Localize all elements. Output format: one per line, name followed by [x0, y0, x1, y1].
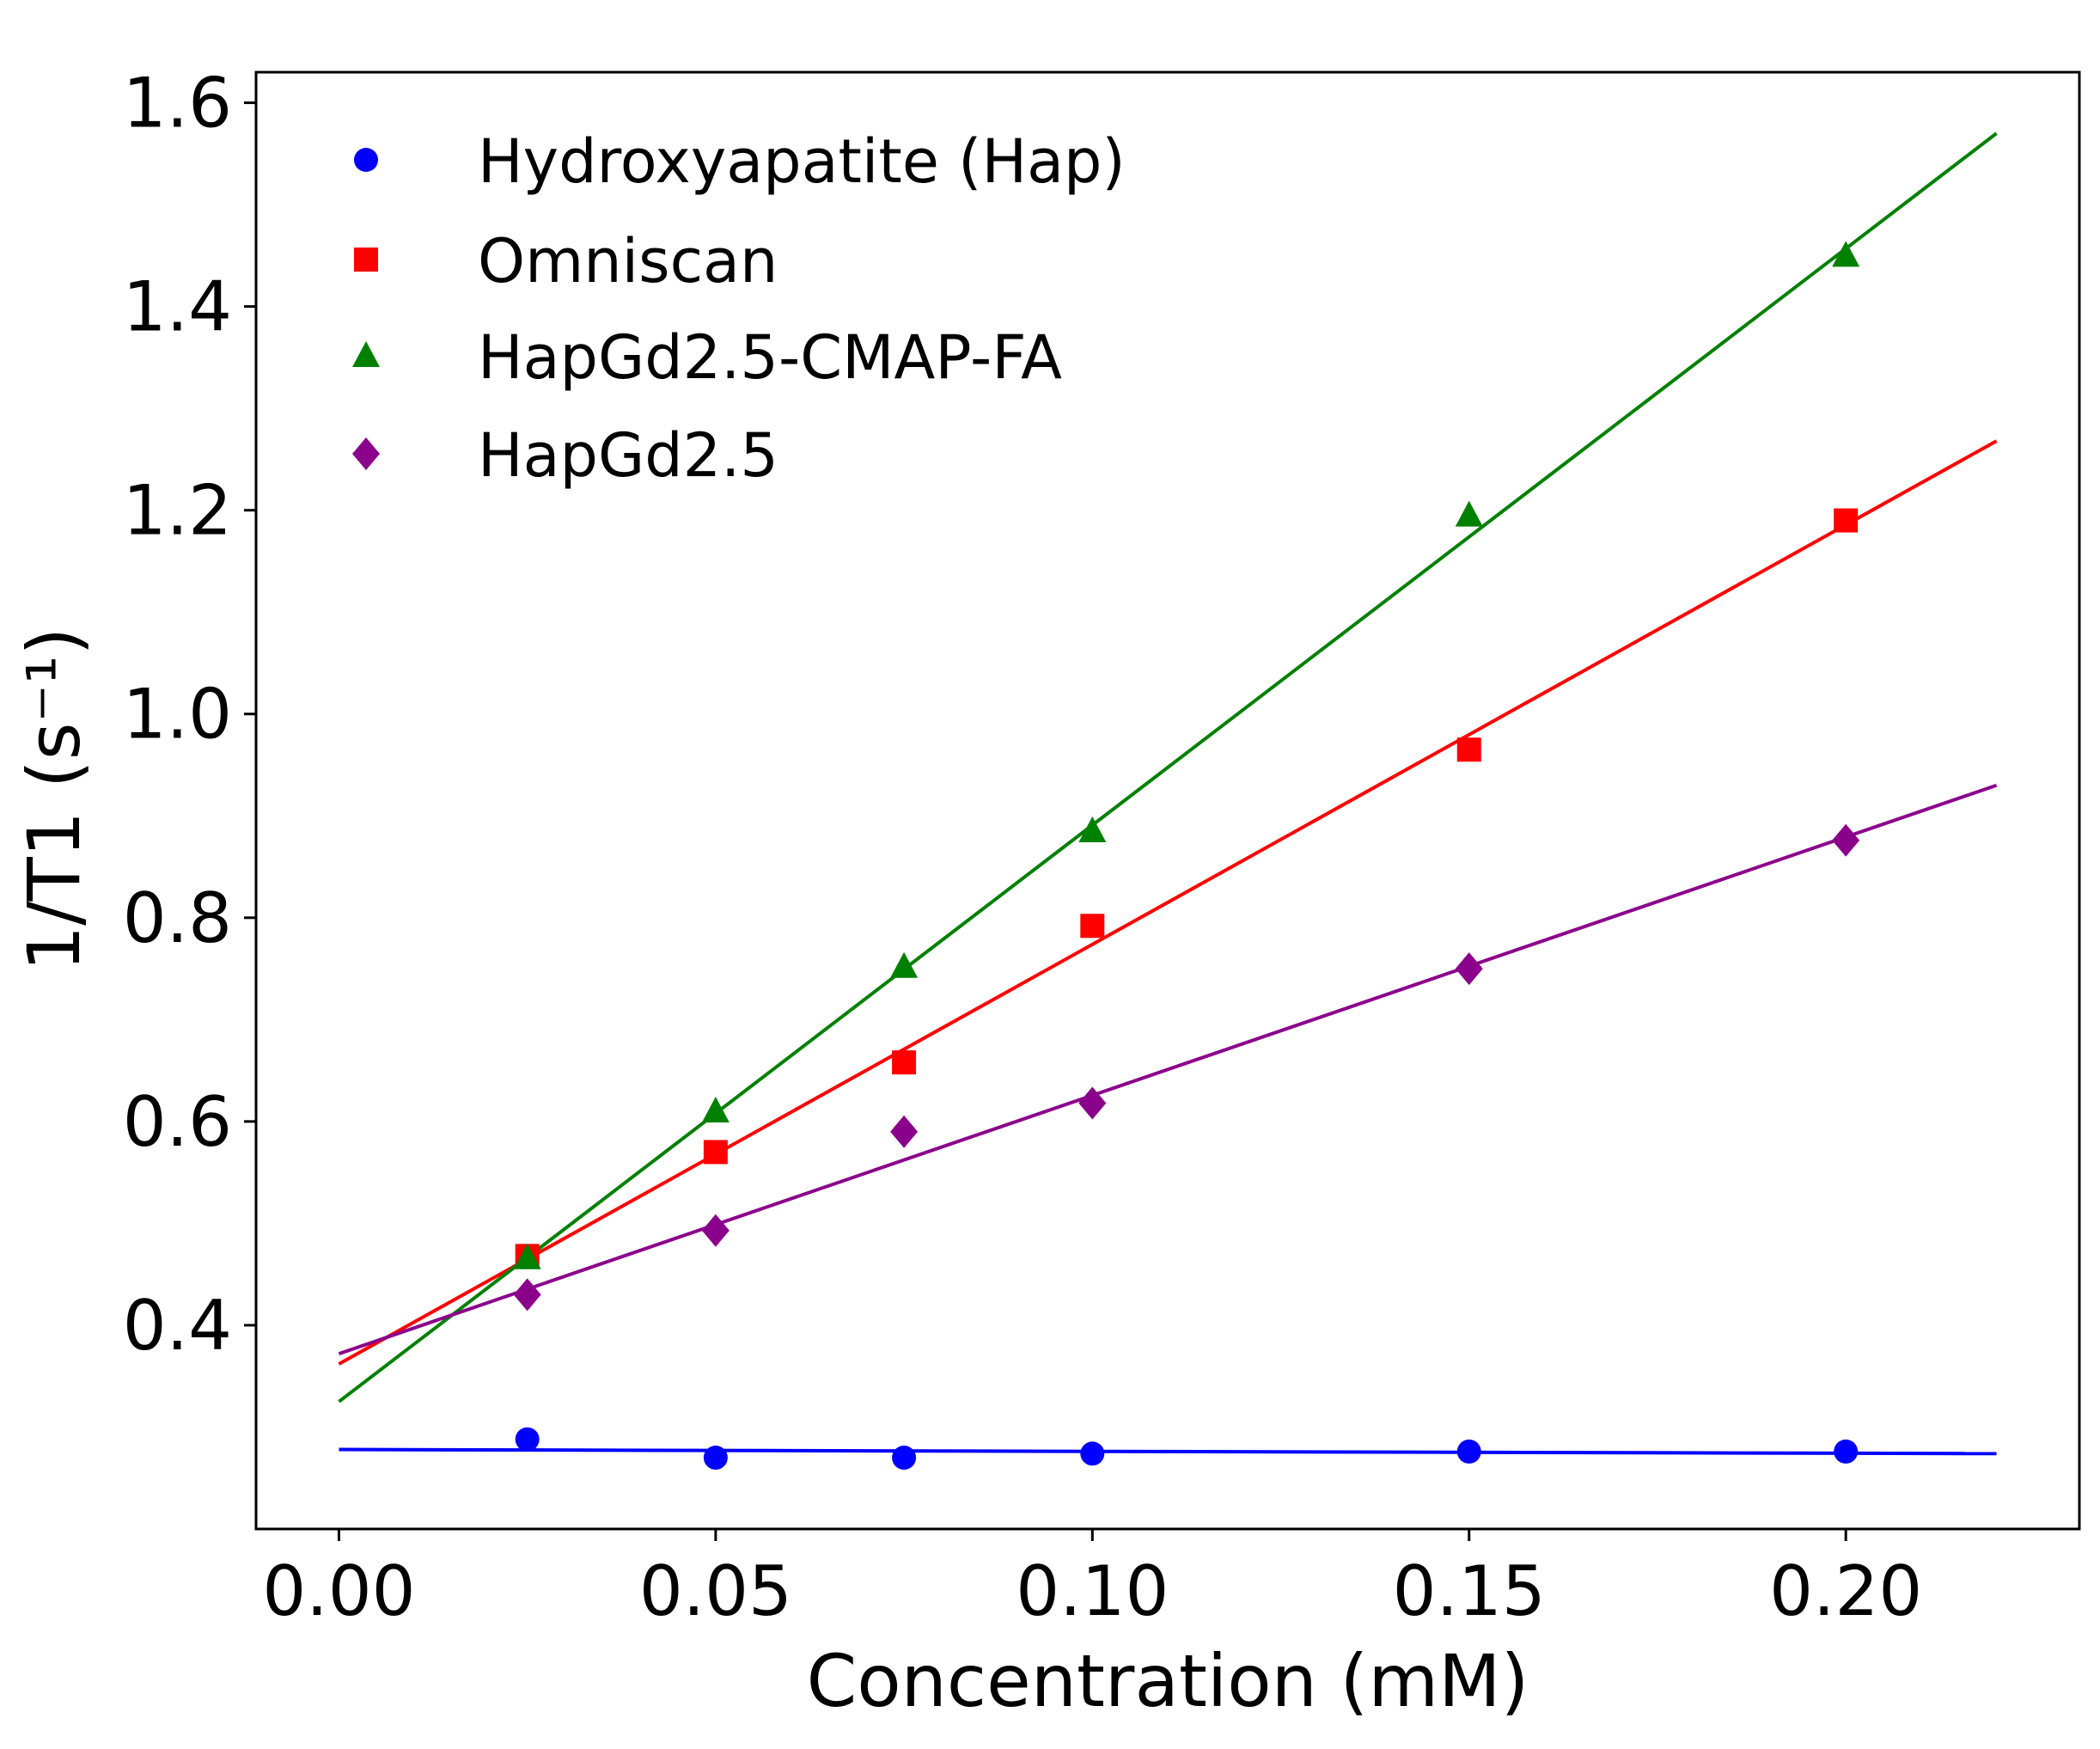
data-point-hydroxyapatite-hap: [703, 1446, 728, 1471]
y-tick-label: 1.0: [123, 675, 232, 755]
x-tick-label: 0.10: [1016, 1551, 1169, 1631]
data-point-hapgd2-5-cmap-fa: [513, 1243, 541, 1269]
data-point-hydroxyapatite-hap: [892, 1446, 917, 1471]
legend-label-hapgd2-5: HapGd2.5: [478, 420, 778, 491]
x-axis: 0.00 0.05 0.10 0.15 0.20: [262, 1529, 1922, 1631]
data-point-omniscan: [1456, 737, 1481, 762]
legend-marker-hapgd2-5: [352, 437, 380, 470]
data-point-hapgd2-5: [701, 1214, 730, 1247]
y-tick-label: 0.8: [123, 878, 232, 958]
data-point-hapgd2-5-cmap-fa: [1832, 241, 1860, 267]
fit-line-hydroxyapatite-hap: [339, 1447, 1997, 1456]
x-tick-label: 0.00: [262, 1551, 415, 1631]
data-point-omniscan: [703, 1140, 728, 1165]
legend-marker-omniscan: [354, 248, 378, 272]
y-tick-label: 0.6: [123, 1082, 232, 1162]
data-point-hydroxyapatite-hap: [515, 1427, 540, 1452]
data-point-hydroxyapatite-hap: [1456, 1439, 1481, 1464]
data-point-hapgd2-5-cmap-fa: [1078, 816, 1107, 843]
fit-line-hapgd2-5: [338, 783, 1998, 1356]
y-tick-label: 1.4: [123, 267, 232, 347]
x-tick-label: 0.15: [1393, 1551, 1546, 1631]
data-point-hapgd2-5: [513, 1278, 541, 1312]
y-tick-label: 0.4: [123, 1286, 232, 1366]
y-tick-label: 1.2: [123, 471, 232, 551]
data-point-hapgd2-5: [890, 1115, 919, 1148]
data-point-hydroxyapatite-hap: [1080, 1441, 1105, 1466]
legend-label-hydroxyapatite-hap: Hydroxyapatite (Hap): [478, 126, 1126, 197]
legend-label-omniscan: Omniscan: [478, 226, 778, 297]
data-point-hapgd2-5: [1078, 1086, 1107, 1120]
data-point-hapgd2-5: [1455, 952, 1483, 986]
fit-line-hapgd2-5-cmap-fa: [338, 131, 1998, 1403]
fit-lines: [338, 131, 1998, 1456]
plot-frame: [254, 70, 2081, 1531]
y-tick-label: 1.6: [123, 64, 232, 144]
x-tick-label: 0.20: [1769, 1551, 1922, 1631]
data-point-omniscan: [1080, 914, 1105, 939]
x-axis-title: Concentration (mM): [807, 1639, 1529, 1723]
data-point-omniscan: [1834, 508, 1859, 533]
data-markers: [513, 241, 1860, 1471]
data-point-hapgd2-5-cmap-fa: [890, 951, 919, 978]
legend-marker-hydroxyapatite-hap: [354, 148, 378, 172]
legend-marker-hapgd2-5-cmap-fa: [352, 341, 380, 367]
data-point-hapgd2-5-cmap-fa: [1455, 500, 1483, 527]
y-axis-title: 1/T1 (s⁻¹): [12, 627, 96, 972]
legend: Hydroxyapatite (Hap) Omniscan HapGd2.5-CMA…: [352, 126, 1126, 491]
data-point-hapgd2-5-cmap-fa: [701, 1097, 730, 1123]
data-point-omniscan: [892, 1050, 917, 1075]
data-point-hapgd2-5: [1832, 823, 1860, 857]
fit-line-omniscan: [338, 439, 1998, 1366]
data-point-hydroxyapatite-hap: [1834, 1439, 1859, 1464]
y-axis: 0.4 0.6 0.8 1.0 1.2 1.4 1.6: [123, 64, 256, 1366]
x-tick-label: 0.05: [639, 1551, 792, 1631]
legend-label-hapgd2-5-cmap-fa: HapGd2.5-CMAP-FA: [478, 322, 1062, 393]
